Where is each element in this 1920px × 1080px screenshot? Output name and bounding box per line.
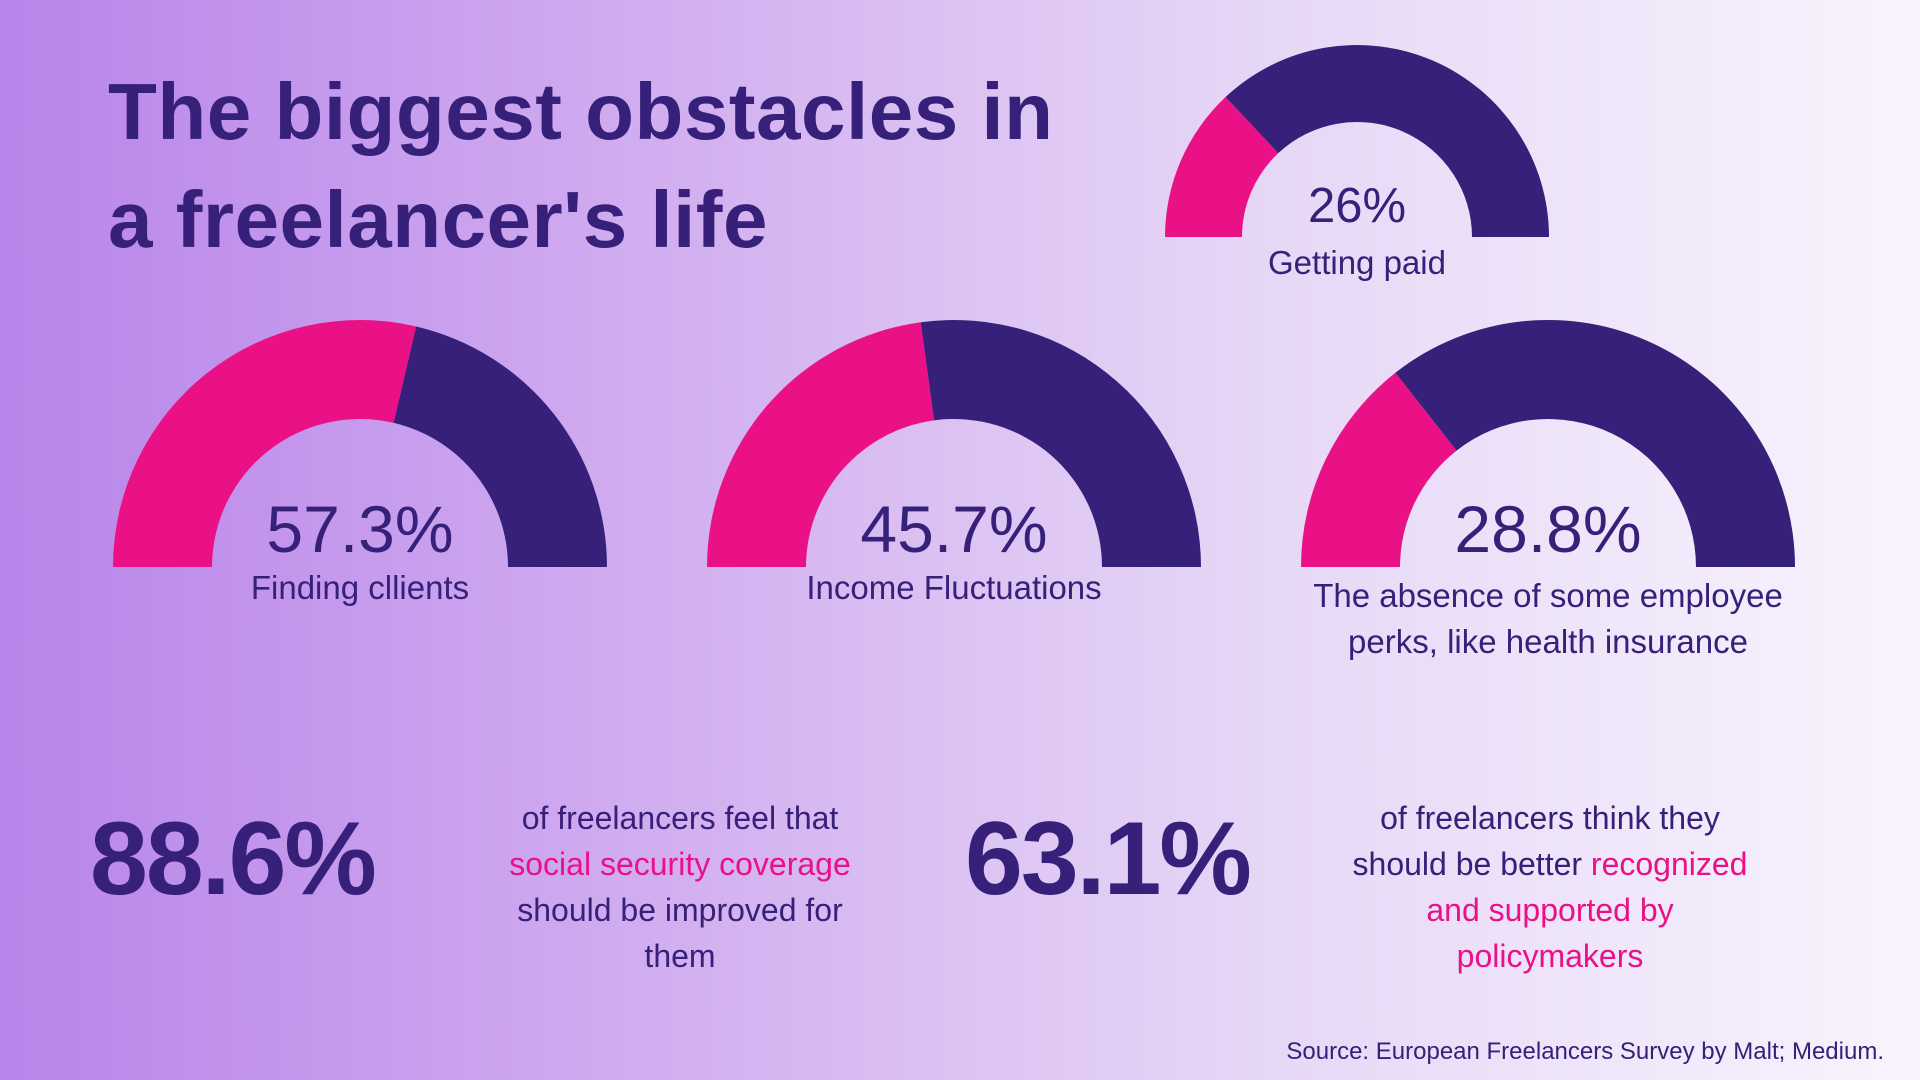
stat-social-post-2: them <box>644 938 716 974</box>
stat-social-pre: of freelancers feel that <box>521 800 839 836</box>
gauge-arc-remainder-income <box>920 319 1201 567</box>
gauge-arc-value-getting-paid <box>1165 97 1279 237</box>
gauge-value-getting-paid: 26% <box>1307 179 1407 233</box>
gauge-arc-remainder-getting-paid <box>1225 45 1549 237</box>
stat-text-social-security: of freelancers feel that social security… <box>460 795 900 979</box>
source-note: Source: European Freelancers Survey by M… <box>1286 1038 1884 1065</box>
stat-recognition-highlight-2: and supported by <box>1426 892 1674 928</box>
stat-recognition-pre-1: of freelancers think they <box>1380 800 1720 836</box>
stat-recognition-highlight-1: recognized <box>1590 846 1748 882</box>
gauge-label-income: Income Fluctuations <box>806 569 1102 606</box>
gauge-value-perks: 28.8% <box>1454 492 1642 566</box>
gauge-arc-value-perks <box>1301 372 1457 567</box>
gauge-arc-remainder-perks <box>1395 320 1795 567</box>
gauge-label-finding-clients: Finding cllients <box>250 569 470 606</box>
gauge-value-income: 45.7% <box>860 492 1048 566</box>
stat-social-post-1: should be improved for <box>517 892 843 928</box>
gauge-label-perks-line-2: perks, like health insurance <box>1348 623 1748 660</box>
title-line-1: The biggest obstacles in <box>108 67 1054 156</box>
gauge-label-perks: The absence of some employee perks, like… <box>1288 573 1808 665</box>
gauge-arc-remainder-finding-clients <box>393 326 607 567</box>
gauge-label-getting-paid: Getting paid <box>1268 244 1446 281</box>
stat-social-highlight: social security coverage <box>509 846 851 882</box>
stat-value-recognition: 63.1% <box>965 801 1252 917</box>
gauge-label-perks-line-1: The absence of some employee <box>1313 577 1783 614</box>
gauge-arc-value-income <box>707 322 935 567</box>
stat-recognition-pre-2: should be better <box>1352 846 1583 882</box>
page-title: The biggest obstacles in a freelancer's … <box>108 58 1188 274</box>
gauge-value-finding-clients: 57.3% <box>266 492 454 566</box>
stat-value-social-security: 88.6% <box>90 801 377 917</box>
gauge-arc-value-finding-clients <box>113 320 417 567</box>
stat-text-recognition: of freelancers think they should be bett… <box>1290 795 1810 979</box>
stat-recognition-highlight-3: policymakers <box>1456 938 1644 974</box>
title-line-2: a freelancer's life <box>108 175 769 264</box>
